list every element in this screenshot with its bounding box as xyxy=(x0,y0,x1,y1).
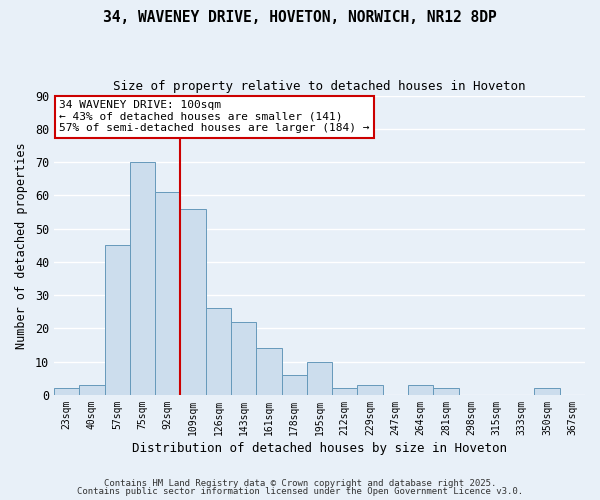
Bar xyxy=(104,245,130,395)
X-axis label: Distribution of detached houses by size in Hoveton: Distribution of detached houses by size … xyxy=(132,442,507,455)
Text: Contains HM Land Registry data © Crown copyright and database right 2025.: Contains HM Land Registry data © Crown c… xyxy=(104,478,496,488)
Text: 34, WAVENEY DRIVE, HOVETON, NORWICH, NR12 8DP: 34, WAVENEY DRIVE, HOVETON, NORWICH, NR1… xyxy=(103,10,497,25)
Bar xyxy=(332,388,358,395)
Bar xyxy=(408,385,433,395)
Bar xyxy=(206,308,231,395)
Bar xyxy=(231,322,256,395)
Bar xyxy=(155,192,181,395)
Bar xyxy=(307,362,332,395)
Bar xyxy=(256,348,281,395)
Bar xyxy=(281,375,307,395)
Bar xyxy=(181,208,206,395)
Y-axis label: Number of detached properties: Number of detached properties xyxy=(15,142,28,348)
Bar xyxy=(79,385,104,395)
Bar xyxy=(54,388,79,395)
Bar xyxy=(535,388,560,395)
Bar xyxy=(130,162,155,395)
Bar xyxy=(433,388,458,395)
Text: 34 WAVENEY DRIVE: 100sqm
← 43% of detached houses are smaller (141)
57% of semi-: 34 WAVENEY DRIVE: 100sqm ← 43% of detach… xyxy=(59,100,370,133)
Text: Contains public sector information licensed under the Open Government Licence v3: Contains public sector information licen… xyxy=(77,487,523,496)
Bar xyxy=(358,385,383,395)
Title: Size of property relative to detached houses in Hoveton: Size of property relative to detached ho… xyxy=(113,80,526,93)
